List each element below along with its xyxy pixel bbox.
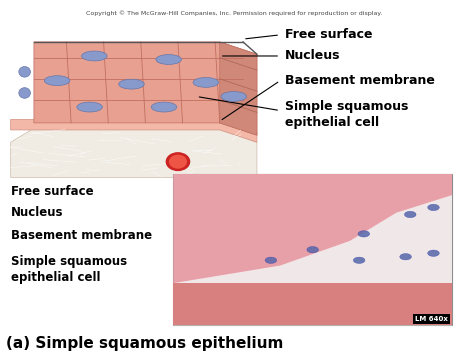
Text: Free surface: Free surface	[285, 28, 372, 41]
Ellipse shape	[118, 79, 144, 89]
Bar	[173, 174, 452, 326]
Circle shape	[166, 153, 190, 170]
Text: Copyright © The McGraw-Hill Companies, Inc. Permission required for reproduction: Copyright © The McGraw-Hill Companies, I…	[86, 10, 382, 16]
Polygon shape	[173, 195, 452, 326]
Ellipse shape	[358, 231, 370, 237]
Text: LM 640x: LM 640x	[415, 316, 447, 322]
Ellipse shape	[428, 250, 439, 256]
Text: Simple squamous
epithelial cell: Simple squamous epithelial cell	[285, 100, 408, 129]
Text: Nucleus: Nucleus	[11, 206, 63, 219]
Ellipse shape	[428, 204, 439, 211]
Ellipse shape	[156, 55, 182, 65]
Polygon shape	[11, 119, 257, 142]
Text: Simple squamous
epithelial cell: Simple squamous epithelial cell	[11, 255, 127, 284]
Ellipse shape	[77, 102, 102, 112]
Ellipse shape	[45, 76, 70, 86]
Text: Nucleus: Nucleus	[285, 49, 340, 62]
Polygon shape	[34, 42, 257, 135]
Text: Basement membrane: Basement membrane	[11, 229, 152, 242]
Polygon shape	[173, 174, 452, 283]
Polygon shape	[11, 128, 257, 178]
Ellipse shape	[353, 257, 365, 263]
Ellipse shape	[193, 77, 219, 87]
Ellipse shape	[265, 257, 277, 263]
Ellipse shape	[307, 246, 319, 253]
Ellipse shape	[151, 102, 177, 112]
Ellipse shape	[19, 88, 30, 98]
Bar	[173, 283, 452, 326]
Ellipse shape	[404, 211, 416, 218]
Bar	[412, 314, 450, 324]
Ellipse shape	[82, 51, 107, 61]
Ellipse shape	[400, 253, 411, 260]
Text: Basement membrane: Basement membrane	[285, 74, 435, 87]
Ellipse shape	[19, 66, 30, 77]
Circle shape	[170, 155, 186, 168]
Polygon shape	[220, 42, 257, 135]
Text: Free surface: Free surface	[11, 185, 93, 198]
Text: (a) Simple squamous epithelium: (a) Simple squamous epithelium	[6, 335, 283, 350]
Ellipse shape	[221, 92, 246, 102]
